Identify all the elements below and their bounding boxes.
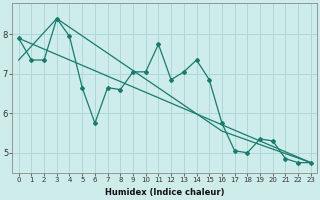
X-axis label: Humidex (Indice chaleur): Humidex (Indice chaleur) <box>105 188 225 197</box>
